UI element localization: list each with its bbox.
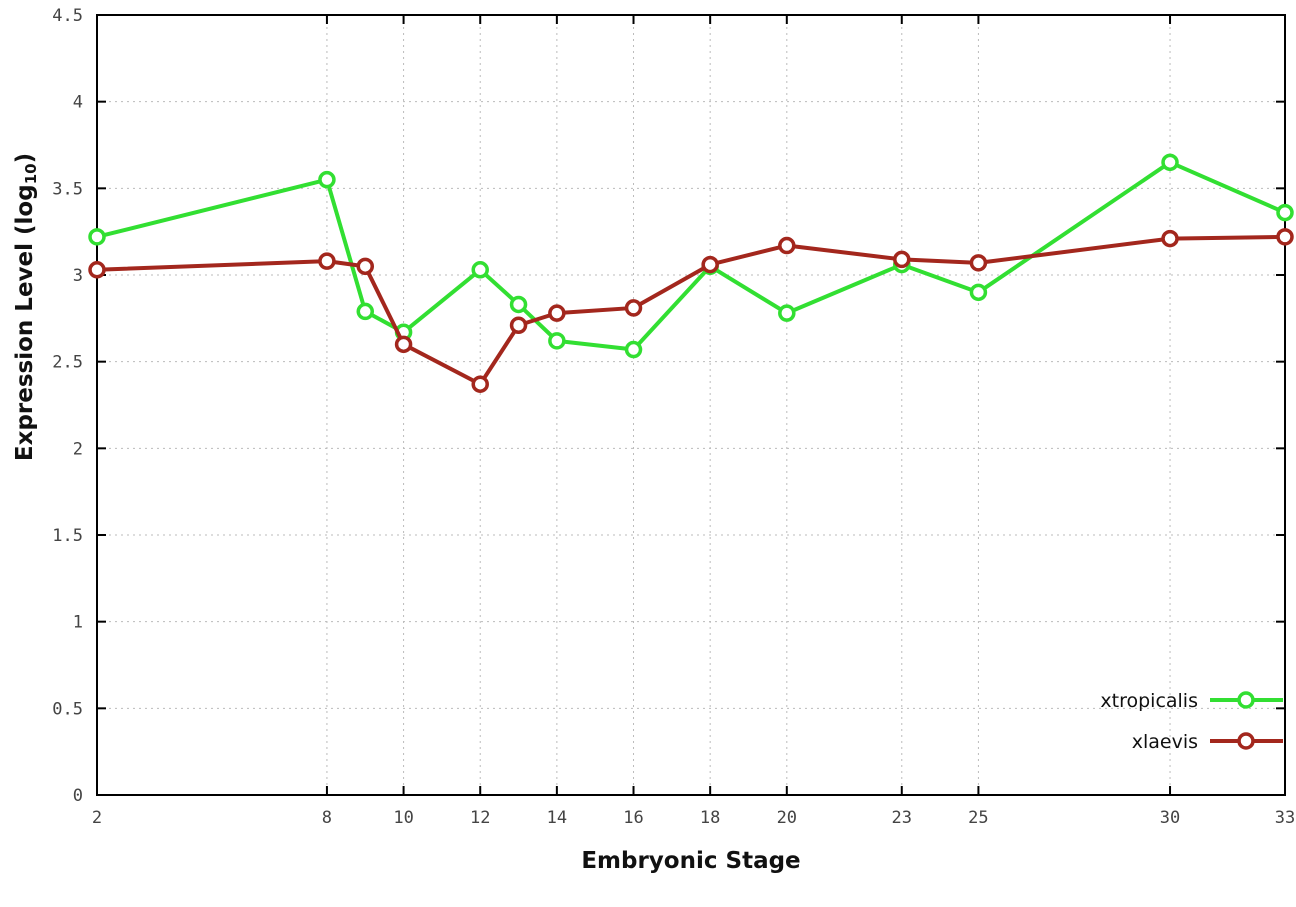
- marker-xlaevis: [778, 236, 796, 255]
- y-tick-label: 0.5: [52, 699, 83, 719]
- y-tick-label: 3.5: [52, 179, 83, 199]
- marker-xlaevis: [701, 255, 719, 274]
- x-tick-label: 33: [1275, 808, 1295, 828]
- marker-xlaevis: [624, 299, 643, 317]
- series-line-xtropicalis: [95, 160, 1287, 352]
- marker-xlaevis: [548, 304, 566, 322]
- x-tick-label: 10: [393, 808, 413, 828]
- y-axis-label-subscript: 10: [22, 163, 40, 185]
- marker-xlaevis: [471, 375, 489, 393]
- marker-xtropicalis: [624, 340, 643, 359]
- y-axis-label-end: ): [12, 152, 38, 164]
- marker-xtropicalis: [1276, 203, 1294, 222]
- x-axis-label: Embryonic Stage: [97, 848, 1285, 874]
- marker-xlaevis: [969, 254, 988, 272]
- marker-xtropicalis: [1161, 153, 1179, 172]
- x-tick-label: 12: [470, 808, 490, 828]
- marker-xtropicalis: [88, 228, 106, 246]
- legend-marker-xtropicalis: [1237, 691, 1255, 709]
- x-tick-label: 2: [92, 808, 102, 828]
- x-tick-label: 25: [968, 808, 988, 828]
- y-tick-label: 0: [73, 786, 83, 806]
- marker-xtropicalis: [778, 304, 796, 322]
- x-tick-label: 16: [623, 808, 643, 828]
- marker-xlaevis: [394, 335, 413, 354]
- y-tick-label: 4.5: [52, 6, 83, 26]
- plot-border: [96, 14, 1286, 796]
- x-tick-label: 8: [322, 808, 332, 828]
- marker-xlaevis: [1161, 229, 1179, 248]
- y-tick-label: 2: [73, 439, 83, 459]
- x-tick-label: 14: [547, 808, 567, 828]
- y-tick-label: 1.5: [52, 526, 83, 546]
- y-axis-label-main: Expression Level (log: [12, 184, 38, 462]
- marker-xtropicalis: [318, 170, 336, 189]
- marker-xlaevis: [1276, 228, 1294, 246]
- marker-xtropicalis: [471, 261, 489, 279]
- x-tick-label: 18: [700, 808, 720, 828]
- marker-xtropicalis: [356, 302, 375, 321]
- x-tick-label: 20: [777, 808, 797, 828]
- x-tick-label: 23: [892, 808, 912, 828]
- x-axis-label-text: Embryonic Stage: [581, 848, 801, 874]
- marker-xtropicalis: [509, 295, 528, 314]
- y-tick-label: 3: [73, 266, 83, 286]
- y-tick-label: 4: [73, 93, 83, 113]
- y-axis-label: Expression Level (log10): [12, 153, 40, 461]
- y-tick-label: 1: [73, 613, 83, 633]
- x-tick-label: 30: [1160, 808, 1180, 828]
- series-line-xlaevis: [95, 234, 1287, 387]
- marker-xlaevis: [893, 250, 911, 269]
- marker-xtropicalis: [969, 283, 988, 302]
- marker-xlaevis: [88, 261, 106, 279]
- marker-xtropicalis: [548, 332, 566, 350]
- marker-xlaevis: [356, 257, 375, 276]
- y-tick-label: 2.5: [52, 353, 83, 373]
- legend-label-xlaevis: xlaevis: [1132, 731, 1198, 753]
- legend-label-xtropicalis: xtropicalis: [1100, 690, 1198, 712]
- legend-marker-xlaevis: [1237, 732, 1255, 750]
- marker-xlaevis: [509, 316, 528, 335]
- marker-xlaevis: [318, 252, 336, 270]
